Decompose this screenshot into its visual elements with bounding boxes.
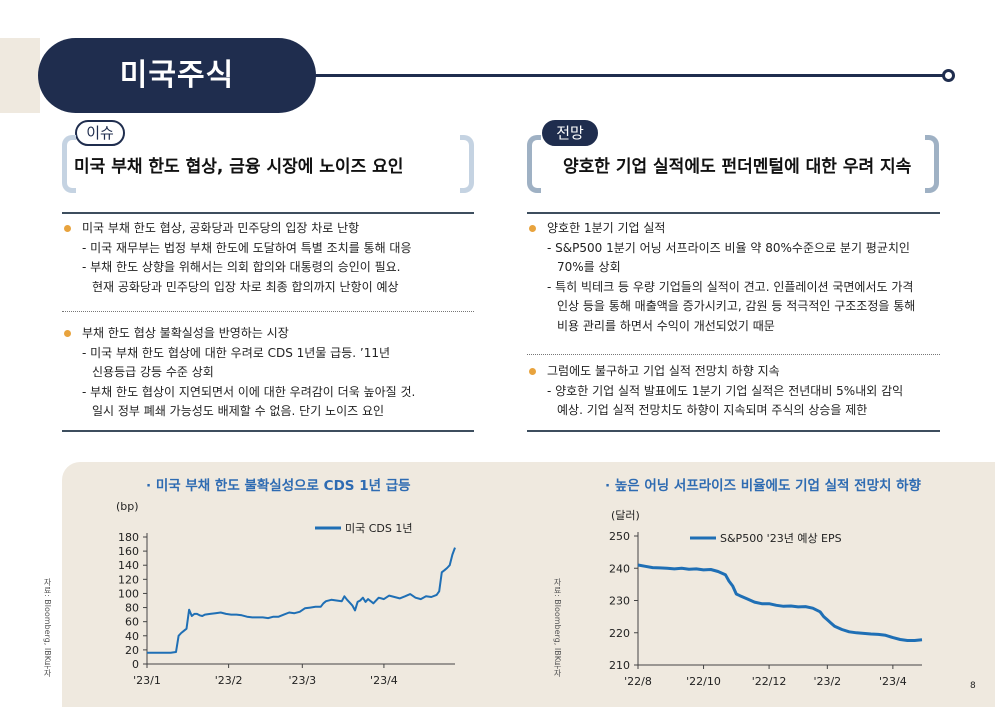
cds-x-tick-label: '23/3 xyxy=(288,674,316,687)
issue-line: - 미국 재무부는 법정 부채 한도에 도달하여 특별 조치를 통해 대응 xyxy=(82,240,412,255)
right-open-bracket xyxy=(527,135,541,193)
issue-line: 현재 공화당과 민주당의 입장 차로 최종 합의까지 난항이 예상 xyxy=(92,279,399,294)
outlook-section-2: 그럼에도 불구하고 기업 실적 전망치 하향 지속 - 양호한 기업 실적 발표… xyxy=(527,362,940,421)
right-bottom-rule xyxy=(527,430,940,432)
eps-x-tick-label: '22/12 xyxy=(752,675,787,688)
eps-x-tick-label: '22/8 xyxy=(624,675,652,688)
cds-y-tick-label: 40 xyxy=(125,630,139,643)
cds-y-tick-label: 100 xyxy=(118,587,139,600)
page-title-pill xyxy=(38,38,316,113)
eps-y-tick-label: 230 xyxy=(609,595,630,608)
outlook-bullet-1: 양호한 1분기 기업 실적 xyxy=(527,219,940,239)
cds-y-tick-label: 120 xyxy=(118,573,139,586)
issue-badge: 이슈 xyxy=(75,120,125,146)
issue-bullet-2: 부채 한도 협상 불확실성을 반영하는 시장 xyxy=(62,324,474,344)
issue-line: - 미국 부채 한도 협상에 대한 우려로 CDS 1년물 급등. ’11년 xyxy=(82,345,391,360)
cds-y-tick-label: 20 xyxy=(125,644,139,657)
cds-y-tick-label: 0 xyxy=(132,658,139,671)
left-close-bracket xyxy=(460,135,474,193)
outlook-line: 비용 관리를 하면서 수익이 개선되었기 때문 xyxy=(557,318,775,333)
left-bottom-rule xyxy=(62,430,474,432)
outlook-line: - 특히 빅테크 등 우량 기업들의 실적이 견고. 인플레이션 국면에서도 가… xyxy=(547,279,914,294)
eps-y-tick-label: 250 xyxy=(609,530,630,543)
cds-x-tick-label: '23/1 xyxy=(133,674,161,687)
cds-x-tick-label: '23/2 xyxy=(215,674,243,687)
issue-line: - 부채 한도 협상이 지연되면서 이에 대한 우려감이 더욱 높아질 것. xyxy=(82,384,416,399)
cds-y-tick-label: 140 xyxy=(118,559,139,572)
chart-panel-background xyxy=(62,462,995,707)
eps-y-tick-label: 240 xyxy=(609,562,630,575)
outlook-line: - 양호한 기업 실적 발표에도 1분기 기업 실적은 전년대비 5%내외 감익 xyxy=(547,383,904,398)
outlook-badge: 전망 xyxy=(542,120,598,146)
cds-y-tick-label: 160 xyxy=(118,545,139,558)
cds-y-tick-label: 180 xyxy=(118,531,139,544)
cds-y-tick-label: 60 xyxy=(125,616,139,629)
header-accent-block xyxy=(0,38,40,113)
eps-y-tick-label: 220 xyxy=(609,627,630,640)
cds-series-line xyxy=(147,547,456,654)
outlook-bullet-2: 그럼에도 불구하고 기업 실적 전망치 하향 지속 xyxy=(527,362,940,382)
issue-headline: 미국 부채 한도 협상, 금융 시장에 노이즈 요인 xyxy=(74,157,404,177)
cds-legend-label: 미국 CDS 1년 xyxy=(345,522,413,535)
eps-y-tick-label: 210 xyxy=(609,659,630,672)
issue-line: 신용등급 강등 수준 상회 xyxy=(92,365,214,379)
header-divider-line xyxy=(300,74,946,77)
outlook-line: 인상 등을 통해 매출액을 증가시키고, 감원 등 적극적인 구조조정을 통해 xyxy=(557,299,916,313)
eps-x-tick-label: '22/10 xyxy=(686,675,721,688)
eps-legend-label: S&P500 '23년 예상 EPS xyxy=(720,532,842,545)
eps-line-chart: 210 220 230 240 250 '22/8 '22/10 '22/12 '23/2 '23… xyxy=(609,530,923,688)
outlook-line: 예상. 기업 실적 전망치도 하향이 지속되며 주식의 상승을 제한 xyxy=(557,403,868,417)
issue-bullet-1: 미국 부채 한도 협상, 공화당과 민주당의 입장 차로 난항 xyxy=(62,219,474,239)
eps-chart-unit: (달러) xyxy=(611,509,640,522)
cds-chart-unit: (bp) xyxy=(116,500,139,513)
eps-x-tick-label: '23/4 xyxy=(879,675,907,688)
cds-x-tick-label: '23/4 xyxy=(370,674,398,687)
right-top-rule xyxy=(527,212,940,214)
cds-y-tick-label: 80 xyxy=(125,602,139,615)
header-line-endpoint xyxy=(942,69,955,82)
cds-chart-title: · 미국 부채 한도 불확실성으로 CDS 1년 급등 xyxy=(146,478,411,494)
issue-line: - 부채 한도 상향을 위해서는 의회 합의와 대통령의 승인이 필요. xyxy=(82,260,401,274)
page-number: 8 xyxy=(970,681,976,691)
cds-chart-source: 자료: Bloomberg, IBK투자 xyxy=(43,578,52,677)
page-title: 미국주식 xyxy=(119,58,235,93)
outlook-line: 70%를 상회 xyxy=(557,260,621,274)
right-dotted-divider xyxy=(527,354,940,355)
issue-section-2: 부채 한도 협상 불확실성을 반영하는 시장 - 미국 부채 한도 협상에 대한… xyxy=(62,324,474,422)
eps-x-tick-label: '23/2 xyxy=(813,675,841,688)
eps-chart-title: · 높은 어닝 서프라이즈 비율에도 기업 실적 전망치 하향 xyxy=(605,478,921,494)
issue-line: 일시 정부 폐쇄 가능성도 배제할 수 없음. 단기 노이즈 요인 xyxy=(92,404,385,418)
left-top-rule xyxy=(62,212,474,214)
left-open-bracket xyxy=(62,135,76,193)
eps-chart-source: 자료: Bloomberg, IBK투자 xyxy=(553,578,562,677)
outlook-line: - S&P500 1분기 어닝 서프라이즈 비율 약 80%수준으로 분기 평균… xyxy=(547,240,910,255)
issue-section-1: 미국 부채 한도 협상, 공화당과 민주당의 입장 차로 난항 - 미국 재무부… xyxy=(62,219,474,297)
right-close-bracket xyxy=(925,135,939,193)
left-dotted-divider xyxy=(62,311,474,312)
eps-series-line xyxy=(637,563,923,642)
outlook-headline: 양호한 기업 실적에도 펀더멘털에 대한 우려 지속 xyxy=(563,157,912,177)
outlook-section-1: 양호한 1분기 기업 실적 - S&P500 1분기 어닝 서프라이즈 비율 약… xyxy=(527,219,940,336)
